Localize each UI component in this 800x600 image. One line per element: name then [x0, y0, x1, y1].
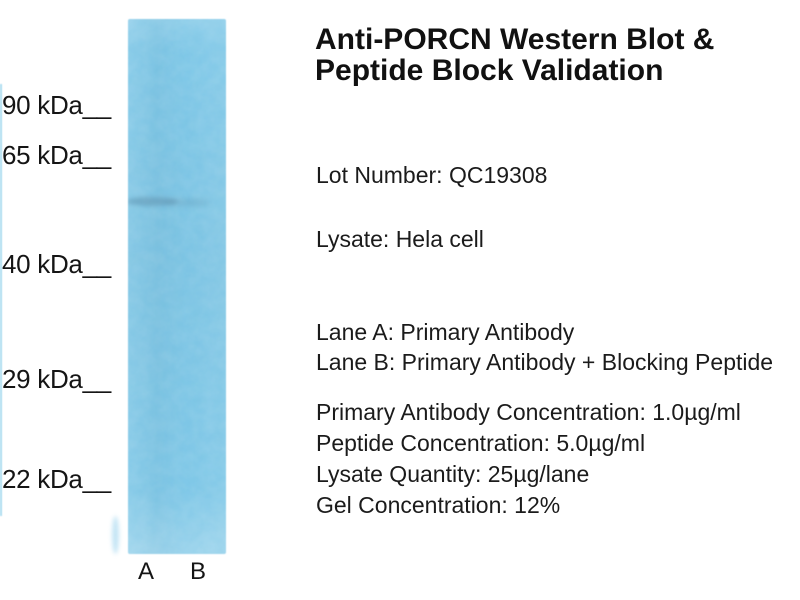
- peptide-concentration-text: Peptide Concentration: 5.0µg/ml: [316, 430, 646, 456]
- protein-band-tail: [164, 199, 210, 206]
- blot-shading: [128, 19, 226, 554]
- lane-b-description: Lane B: Primary Antibody + Blocking Pept…: [316, 349, 774, 375]
- scan-artifact-smudge: [112, 516, 119, 554]
- experiment-conditions: Primary Antibody Concentration: 1.0µg/ml…: [316, 397, 741, 521]
- mw-marker-65kda: 65 kDa__: [2, 140, 111, 170]
- blot-texture: [128, 19, 226, 554]
- lane-a-label: A: [138, 558, 155, 585]
- lysate-text: Lysate: Hela cell: [316, 226, 484, 252]
- gel-concentration-text: Gel Concentration: 12%: [316, 492, 561, 518]
- mw-marker-29kda: 29 kDa__: [2, 364, 111, 394]
- lane-b-label: B: [190, 558, 207, 585]
- lane-descriptions: Lane A: Primary Antibody Lane B: Primary…: [316, 317, 773, 377]
- lot-number-text: Lot Number: QC19308: [316, 162, 548, 188]
- figure-title-line1: Anti-PORCN Western Blot &: [315, 23, 715, 56]
- protein-band-lane-a: [128, 197, 178, 206]
- scan-artifact-left-stripe: [0, 84, 2, 516]
- figure-title: Anti-PORCN Western Blot & Peptide Block …: [315, 24, 714, 86]
- lane-a-description: Lane A: Primary Antibody: [316, 319, 575, 345]
- mw-marker-90kda: 90 kDa__: [2, 90, 111, 120]
- blot-lane-image: [128, 19, 226, 554]
- primary-antibody-concentration-text: Primary Antibody Concentration: 1.0µg/ml: [316, 399, 741, 425]
- lysate-quantity-text: Lysate Quantity: 25µg/lane: [316, 461, 590, 487]
- figure-title-line2: Peptide Block Validation: [315, 54, 664, 87]
- mw-marker-40kda: 40 kDa__: [2, 249, 111, 279]
- mw-marker-22kda: 22 kDa__: [2, 464, 111, 494]
